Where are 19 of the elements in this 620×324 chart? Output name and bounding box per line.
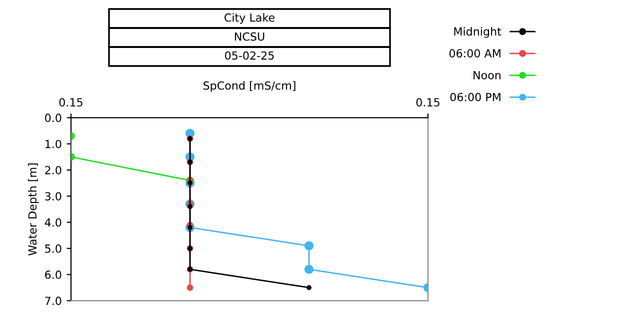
y-tick-label: 1.0	[46, 140, 62, 148]
legend-label: Noon	[474, 71, 501, 80]
chart-title: City Lake	[224, 13, 274, 24]
y-tick-label: 5.0	[45, 244, 62, 253]
x-axis-title: SpCond [mS/cm]	[203, 81, 296, 92]
x-tick-label: 0.15	[59, 98, 82, 107]
y-tick-label: 6.0	[45, 270, 62, 279]
y-tick-label: 0.0	[45, 114, 62, 122]
chart-subtitle: NCSU	[234, 32, 264, 41]
text: 05-02-25	[225, 51, 274, 60]
legend-label: Midnight	[454, 27, 502, 38]
y-tick-label: 4.0	[44, 218, 62, 227]
y-tick-label: 3.0	[45, 192, 62, 201]
legend-label: 06:00 PM	[450, 92, 500, 102]
legend-label: 06:00 AM	[449, 49, 500, 58]
y-tick-label: 2.0	[45, 166, 62, 174]
y-tick-label: 7.0	[45, 296, 62, 306]
x-tick-label: 0.15	[416, 98, 440, 107]
y-axis-title: Water Depth [m]	[28, 164, 39, 256]
